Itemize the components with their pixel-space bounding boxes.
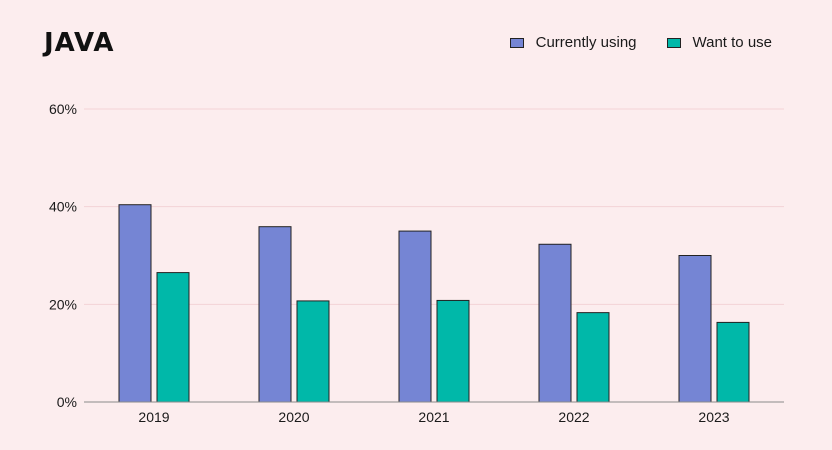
x-tick-label: 2022 <box>558 409 589 425</box>
legend: Currently using Want to use <box>509 34 772 51</box>
x-tick-label: 2021 <box>418 409 449 425</box>
legend-item-want-to-use: Want to use <box>666 34 772 51</box>
bar-currently-using <box>258 226 292 403</box>
bar-currently-using <box>398 230 432 403</box>
bar-currently-using <box>678 255 712 403</box>
legend-label-want-to-use: Want to use <box>692 34 772 51</box>
y-tick-label: 60% <box>49 101 77 117</box>
y-tick-label: 0% <box>57 394 77 410</box>
bar-layer <box>118 204 750 403</box>
bar-currently-using <box>118 204 152 403</box>
axis-layer: 0% 20% 40% 60% 2019 2020 2021 2022 2023 <box>49 101 784 425</box>
bar-want-to-use <box>296 300 330 403</box>
legend-swatch-want-to-use <box>666 37 681 48</box>
grid-layer <box>84 108 784 305</box>
bar-want-to-use <box>716 321 750 403</box>
x-tick-label: 2019 <box>138 409 169 425</box>
y-tick-label: 40% <box>49 199 77 215</box>
legend-label-currently-using: Currently using <box>535 34 637 51</box>
bar-currently-using <box>538 243 572 403</box>
chart-title: JAVA <box>44 28 115 58</box>
legend-item-currently-using: Currently using <box>509 34 637 51</box>
y-tick-label: 20% <box>49 296 77 312</box>
bar-want-to-use <box>156 272 190 403</box>
legend-swatch-currently-using <box>509 37 524 48</box>
bar-want-to-use <box>436 299 470 403</box>
x-tick-label: 2020 <box>278 409 309 425</box>
x-tick-label: 2023 <box>698 409 729 425</box>
bar-want-to-use <box>576 312 610 403</box>
